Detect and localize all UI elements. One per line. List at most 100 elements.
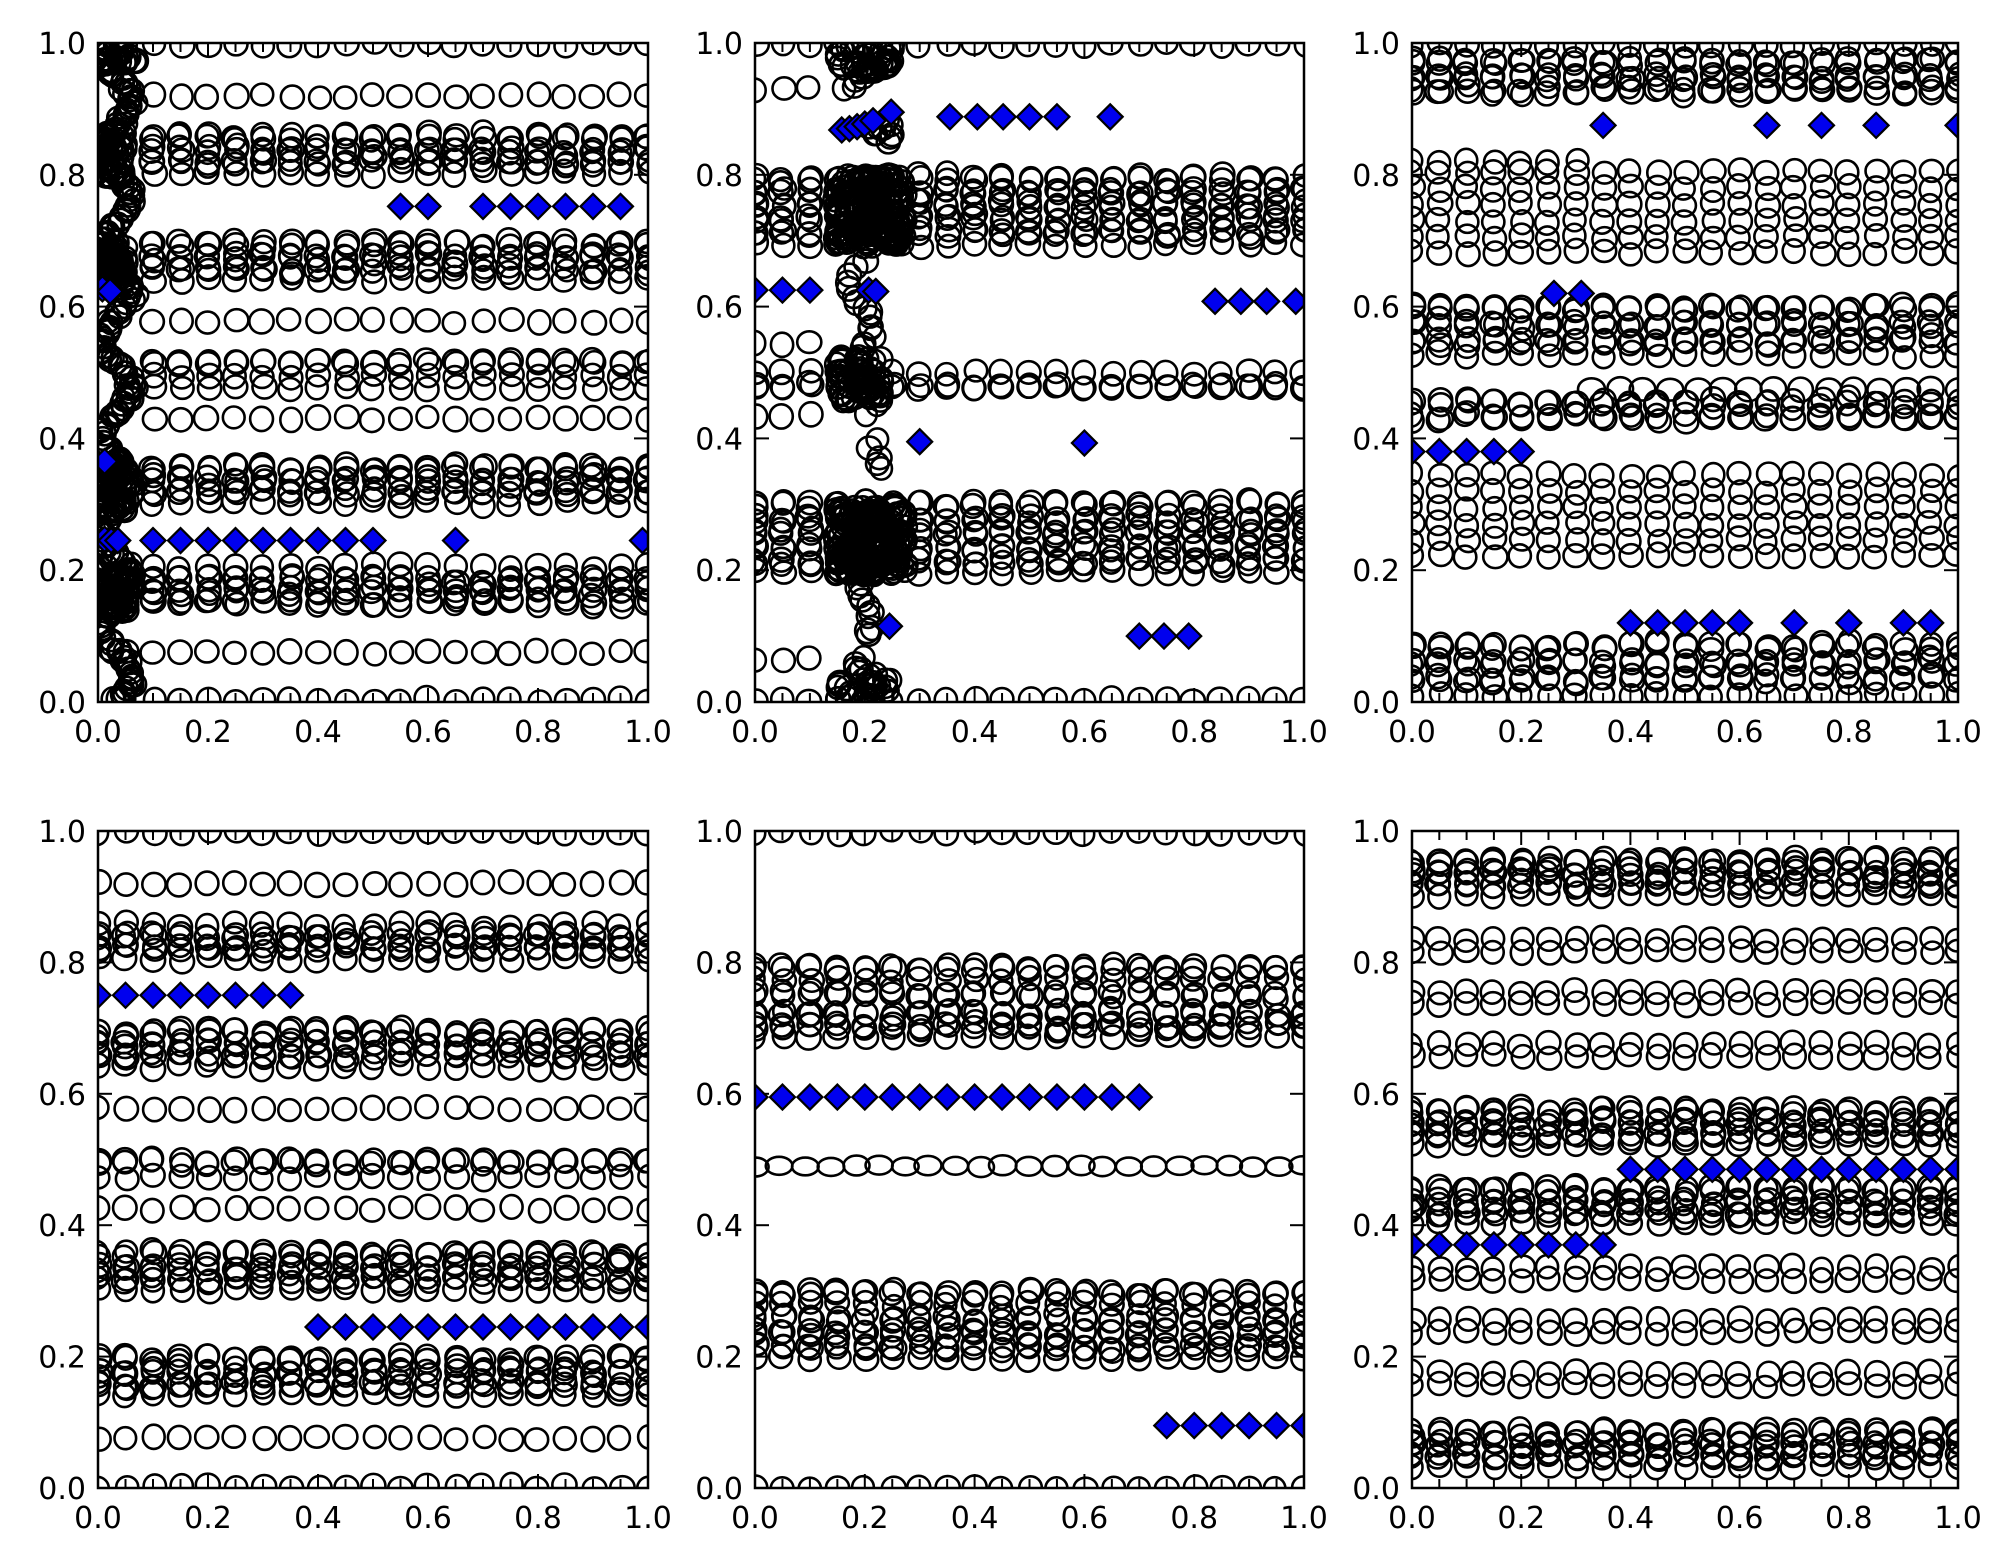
circle-marker bbox=[332, 149, 360, 175]
x-tick-label: 0.4 bbox=[951, 715, 999, 750]
circle-marker bbox=[553, 687, 581, 702]
circle-marker bbox=[1099, 556, 1126, 583]
circle-marker bbox=[1643, 332, 1669, 358]
circle-marker bbox=[961, 374, 987, 402]
circle-marker bbox=[1782, 844, 1809, 870]
circle-marker bbox=[1125, 1310, 1152, 1335]
circle-marker bbox=[360, 574, 388, 601]
circle-marker bbox=[224, 1194, 250, 1222]
circle-marker bbox=[1453, 496, 1479, 523]
circle-marker bbox=[905, 957, 933, 982]
circle-marker bbox=[140, 373, 168, 400]
circle-marker bbox=[499, 135, 525, 160]
circle-marker bbox=[550, 1381, 577, 1407]
circle-marker bbox=[991, 979, 1017, 1007]
circle-marker bbox=[852, 982, 879, 1008]
circle-marker bbox=[1533, 80, 1560, 107]
circle-marker bbox=[307, 1238, 333, 1265]
circle-marker bbox=[634, 1031, 648, 1058]
circle-marker bbox=[386, 240, 412, 266]
circle-marker bbox=[606, 81, 632, 108]
circle-marker bbox=[98, 1094, 110, 1121]
circle-marker bbox=[223, 161, 250, 187]
circle-marker bbox=[386, 83, 413, 109]
circle-marker bbox=[1942, 541, 1958, 567]
circle-marker bbox=[581, 376, 608, 402]
circle-marker bbox=[1836, 512, 1862, 539]
circle-marker bbox=[1452, 173, 1479, 200]
circle-marker bbox=[1262, 359, 1288, 385]
circle-marker bbox=[1454, 223, 1480, 249]
circle-marker bbox=[99, 136, 127, 161]
circle-marker bbox=[415, 82, 442, 108]
circle-marker bbox=[331, 1382, 359, 1407]
circle-marker bbox=[1425, 312, 1452, 340]
circle-marker bbox=[796, 505, 824, 533]
circle-marker bbox=[1125, 1333, 1152, 1360]
circle-marker bbox=[1670, 82, 1696, 109]
circle-marker bbox=[469, 407, 495, 433]
circle-marker bbox=[1234, 1304, 1261, 1329]
diamond-marker bbox=[628, 526, 648, 555]
circle-marker bbox=[552, 568, 579, 593]
circle-marker bbox=[441, 348, 468, 374]
circle-marker bbox=[881, 1023, 906, 1051]
circle-marker bbox=[1863, 632, 1889, 658]
circle-markers bbox=[1412, 844, 1958, 1482]
circle-marker bbox=[443, 1373, 470, 1399]
circle-marker bbox=[822, 1279, 849, 1306]
circle-marker bbox=[98, 598, 107, 624]
circle-marker bbox=[168, 1238, 195, 1265]
circle-marker bbox=[579, 1165, 606, 1191]
circle-marker bbox=[1482, 78, 1507, 104]
circle-marker bbox=[470, 492, 496, 520]
circle-marker bbox=[277, 350, 304, 376]
circle-marker bbox=[889, 215, 915, 243]
circle-marker bbox=[1588, 390, 1615, 417]
circle-marker bbox=[1645, 464, 1672, 489]
diamond-marker bbox=[1070, 428, 1099, 458]
circle-marker bbox=[277, 1424, 303, 1452]
circle-marker bbox=[468, 136, 495, 164]
circle-marker bbox=[110, 944, 138, 972]
circle-marker bbox=[1561, 328, 1589, 355]
circle-marker bbox=[607, 1195, 634, 1221]
circle-marker bbox=[1755, 340, 1781, 367]
diamond-marker bbox=[933, 1083, 962, 1112]
circle-marker bbox=[1044, 1002, 1071, 1028]
circle-marker bbox=[767, 546, 795, 573]
diamond-marker bbox=[166, 981, 195, 1010]
circle-marker bbox=[98, 471, 114, 497]
circle-marker bbox=[1070, 557, 1096, 583]
circle-marker bbox=[304, 1096, 330, 1122]
y-tick-label: 1.0 bbox=[38, 815, 86, 850]
circle-marker bbox=[1810, 241, 1837, 267]
circle-marker bbox=[1507, 392, 1534, 418]
y-tick-label: 0.8 bbox=[695, 946, 743, 981]
circle-marker bbox=[1591, 225, 1619, 253]
circle-marker bbox=[1809, 542, 1837, 569]
circle-marker bbox=[1727, 494, 1753, 521]
circle-marker bbox=[1892, 224, 1919, 251]
circle-marker bbox=[934, 981, 961, 1008]
circle-marker bbox=[834, 199, 861, 227]
circle-marker bbox=[194, 1343, 221, 1369]
circle-marker bbox=[361, 1147, 387, 1173]
circle-marker bbox=[1672, 858, 1698, 885]
circle-marker bbox=[304, 348, 331, 373]
circle-marker bbox=[1563, 313, 1590, 341]
circle-marker bbox=[166, 134, 193, 161]
circle-marker bbox=[1292, 983, 1304, 1010]
circle-marker bbox=[304, 161, 331, 187]
circle-marker bbox=[1098, 831, 1124, 844]
circle-marker bbox=[360, 1472, 387, 1488]
circle-marker bbox=[278, 1027, 305, 1053]
circle-marker bbox=[1645, 343, 1673, 369]
circle-marker bbox=[632, 1148, 648, 1174]
circle-marker bbox=[853, 378, 880, 404]
circle-marker bbox=[169, 588, 194, 615]
circle-marker bbox=[608, 1041, 635, 1068]
circle-marker bbox=[443, 1381, 470, 1409]
circle-marker bbox=[443, 84, 470, 110]
circle-marker bbox=[467, 1095, 495, 1120]
